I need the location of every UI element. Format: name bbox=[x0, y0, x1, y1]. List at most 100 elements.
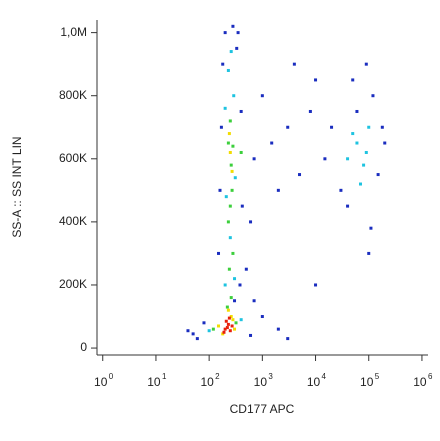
point bbox=[369, 226, 373, 230]
point bbox=[233, 277, 237, 281]
point bbox=[231, 24, 235, 28]
y-tick-label: 0 bbox=[80, 340, 87, 354]
point bbox=[371, 94, 375, 98]
point bbox=[346, 204, 350, 208]
point bbox=[260, 315, 264, 319]
point bbox=[226, 308, 230, 312]
point bbox=[276, 327, 280, 331]
x-tick-label: 10 bbox=[147, 375, 161, 389]
point bbox=[383, 141, 387, 145]
point bbox=[231, 144, 235, 148]
x-tick-exponent: 5 bbox=[375, 372, 380, 381]
point bbox=[314, 78, 318, 82]
point bbox=[202, 321, 206, 325]
point bbox=[227, 316, 231, 320]
point bbox=[380, 125, 384, 129]
point bbox=[355, 109, 359, 113]
point bbox=[240, 204, 244, 208]
plot-area bbox=[186, 24, 387, 341]
point bbox=[228, 150, 232, 154]
point bbox=[186, 329, 190, 333]
point bbox=[292, 62, 296, 66]
point bbox=[249, 220, 253, 224]
point bbox=[233, 299, 237, 303]
point bbox=[364, 62, 368, 66]
y-tick-label: 400K bbox=[59, 214, 87, 228]
point bbox=[233, 176, 237, 180]
y-tick-label: 800K bbox=[59, 88, 87, 102]
point bbox=[239, 318, 243, 322]
point bbox=[221, 332, 225, 336]
point bbox=[260, 94, 264, 98]
point bbox=[323, 157, 327, 161]
point bbox=[367, 251, 371, 255]
point bbox=[229, 163, 233, 167]
point bbox=[226, 220, 230, 224]
point bbox=[362, 163, 366, 167]
point bbox=[224, 319, 228, 323]
point bbox=[231, 318, 235, 322]
point bbox=[223, 283, 227, 287]
point bbox=[231, 251, 235, 255]
point bbox=[207, 329, 211, 333]
point bbox=[249, 333, 253, 337]
point bbox=[276, 188, 280, 192]
point bbox=[230, 188, 234, 192]
point bbox=[217, 324, 221, 328]
point bbox=[225, 326, 229, 330]
point bbox=[376, 173, 380, 177]
point bbox=[230, 169, 234, 173]
point bbox=[286, 337, 290, 341]
point bbox=[223, 31, 227, 35]
point bbox=[226, 141, 230, 145]
point bbox=[228, 329, 232, 333]
point bbox=[314, 283, 318, 287]
x-tick-label: 10 bbox=[254, 375, 268, 389]
y-tick-label: 200K bbox=[59, 277, 87, 291]
point bbox=[223, 327, 227, 331]
point bbox=[229, 50, 233, 54]
point bbox=[224, 195, 228, 199]
point bbox=[351, 78, 355, 82]
x-tick-label: 10 bbox=[94, 375, 108, 389]
y-tick-label: 600K bbox=[59, 151, 87, 165]
point bbox=[239, 150, 243, 154]
x-tick-exponent: 3 bbox=[268, 372, 273, 381]
x-tick-label: 10 bbox=[307, 375, 321, 389]
point bbox=[298, 173, 302, 177]
x-tick-label: 10 bbox=[413, 375, 427, 389]
point bbox=[229, 315, 233, 319]
point bbox=[217, 251, 221, 255]
point bbox=[252, 299, 256, 303]
point bbox=[235, 46, 239, 50]
point bbox=[358, 182, 362, 186]
point bbox=[330, 125, 334, 129]
point bbox=[233, 327, 237, 331]
x-tick-exponent: 4 bbox=[322, 372, 327, 381]
point bbox=[225, 305, 229, 309]
point bbox=[227, 132, 231, 136]
point bbox=[211, 327, 215, 331]
x-tick-label: 10 bbox=[360, 375, 374, 389]
point bbox=[270, 141, 274, 145]
point bbox=[218, 188, 222, 192]
point bbox=[236, 31, 240, 35]
point bbox=[367, 125, 371, 129]
point bbox=[227, 267, 231, 271]
point bbox=[229, 296, 233, 300]
point bbox=[219, 125, 223, 129]
point bbox=[230, 324, 234, 328]
x-tick-label: 10 bbox=[200, 375, 214, 389]
point bbox=[346, 157, 350, 161]
point bbox=[238, 283, 242, 287]
x-tick-exponent: 2 bbox=[215, 372, 220, 381]
point bbox=[228, 236, 232, 240]
point bbox=[364, 150, 368, 154]
point bbox=[226, 322, 230, 326]
point bbox=[222, 330, 226, 334]
point bbox=[232, 94, 236, 98]
point bbox=[286, 125, 290, 129]
point bbox=[239, 109, 243, 113]
x-tick-exponent: 6 bbox=[428, 372, 433, 381]
